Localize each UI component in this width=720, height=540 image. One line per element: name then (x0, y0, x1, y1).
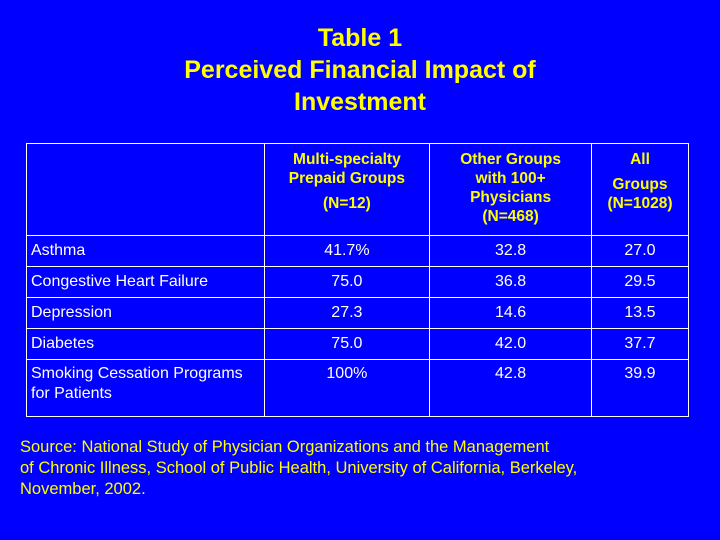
table-cell: 42.8 (429, 359, 592, 417)
table-row: Depression 27.3 14.6 13.5 (26, 297, 690, 329)
header-text: with 100+ (475, 170, 546, 187)
row-label: Congestive Heart Failure (26, 266, 265, 298)
header-text: Physicians (470, 189, 552, 206)
row-label: Smoking Cessation Programs for Patients (26, 359, 265, 417)
data-table: Multi-specialty Prepaid Groups (N=12) Ot… (26, 143, 690, 417)
header-count: Groups (N=1028) (607, 176, 673, 212)
header-other-groups: Other Groups with 100+ Physicians (N=468… (429, 143, 592, 236)
table-row: Asthma 41.7% 32.8 27.0 (26, 235, 690, 267)
table-cell: 13.5 (590, 297, 690, 329)
table-row: Diabetes 75.0 42.0 37.7 (26, 328, 690, 360)
table-cell: 14.6 (429, 297, 592, 329)
header-text: Other Groups (460, 151, 561, 168)
table-cell: 75.0 (263, 266, 431, 298)
table-cell: 75.0 (263, 328, 431, 360)
table-cell: 42.0 (429, 328, 592, 360)
table-cell: 39.9 (590, 359, 690, 417)
source-note: Source: National Study of Physician Orga… (20, 437, 710, 500)
header-text: Multi-specialty (293, 151, 401, 168)
table-cell: 27.0 (590, 235, 690, 267)
header-row: Multi-specialty Prepaid Groups (N=12) Ot… (26, 143, 690, 236)
table-row: Smoking Cessation Programs for Patients … (26, 359, 690, 417)
table-cell: 29.5 (590, 266, 690, 298)
row-label: Diabetes (26, 328, 265, 360)
source-line-2: of Chronic Illness, School of Public Hea… (20, 459, 578, 477)
table-cell: 37.7 (590, 328, 690, 360)
source-line-3: November, 2002. (20, 480, 146, 498)
header-text: Prepaid Groups (288, 170, 406, 187)
table-cell: 100% (263, 359, 431, 417)
table-cell: 36.8 (429, 266, 592, 298)
title-line-3: Investment (294, 88, 426, 116)
row-label: Depression (26, 297, 265, 329)
table-cell: 27.3 (263, 297, 431, 329)
table-row: Congestive Heart Failure 75.0 36.8 29.5 (26, 266, 690, 298)
title-line-2: Perceived Financial Impact of (184, 56, 536, 84)
header-text: All (630, 151, 650, 168)
header-count: (N=12) (322, 195, 371, 212)
table-cell: 32.8 (429, 235, 592, 267)
header-empty-cell (26, 143, 265, 236)
header-multi-specialty: Multi-specialty Prepaid Groups (N=12) (263, 143, 431, 236)
header-all-groups: All Groups (N=1028) (590, 143, 690, 236)
slide-title: Table 1 Perceived Financial Impact of In… (0, 22, 720, 118)
header-count: (N=468) (482, 208, 539, 225)
title-line-1: Table 1 (317, 24, 403, 52)
source-line-1: Source: National Study of Physician Orga… (20, 438, 550, 456)
table-cell: 41.7% (263, 235, 431, 267)
row-label: Asthma (26, 235, 265, 267)
